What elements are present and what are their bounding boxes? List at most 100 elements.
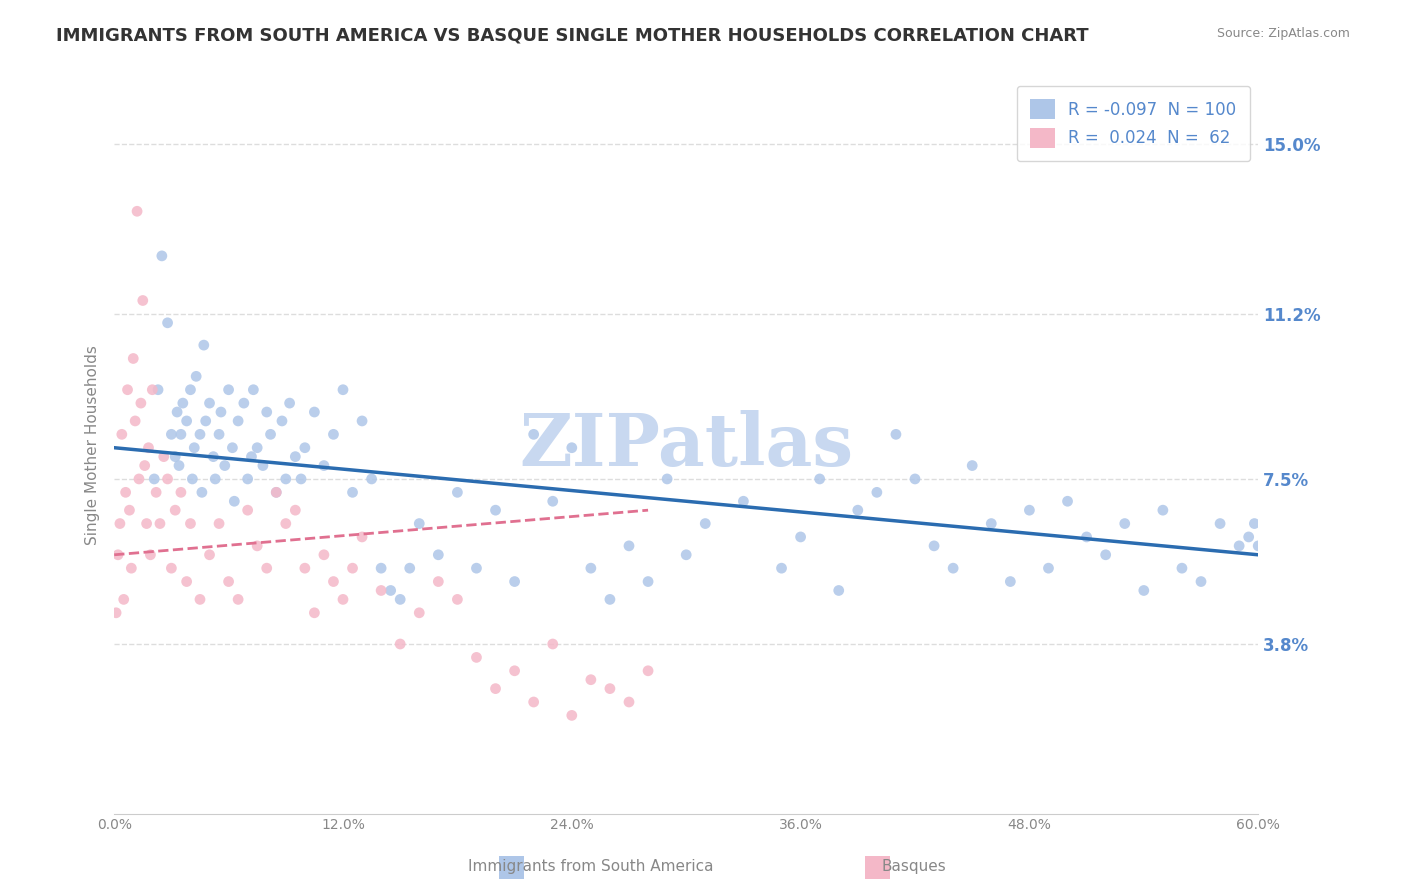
- Point: [733, 494, 755, 508]
- Point: [695, 516, 717, 531]
- Point: [446, 485, 468, 500]
- Point: [209, 405, 232, 419]
- Point: [322, 427, 344, 442]
- Point: [1114, 516, 1136, 531]
- Point: [117, 383, 139, 397]
- Point: [149, 516, 172, 531]
- Point: [637, 574, 659, 589]
- Point: [866, 485, 889, 500]
- Point: [389, 637, 412, 651]
- Point: [1171, 561, 1194, 575]
- Point: [143, 472, 166, 486]
- Point: [186, 369, 208, 384]
- Point: [160, 561, 183, 575]
- Point: [541, 494, 564, 508]
- Text: Basques: Basques: [882, 859, 946, 874]
- Point: [1227, 539, 1250, 553]
- Point: [246, 441, 269, 455]
- Point: [408, 606, 430, 620]
- Point: [465, 561, 488, 575]
- Point: [1076, 530, 1098, 544]
- Point: [523, 427, 546, 442]
- Point: [675, 548, 697, 562]
- Point: [1018, 503, 1040, 517]
- Point: [408, 516, 430, 531]
- Point: [274, 516, 297, 531]
- Point: [218, 383, 240, 397]
- Point: [128, 472, 150, 486]
- Point: [156, 316, 179, 330]
- Point: [138, 441, 160, 455]
- Point: [1189, 574, 1212, 589]
- Point: [124, 414, 146, 428]
- Point: [312, 458, 335, 473]
- Point: [125, 204, 148, 219]
- Point: [156, 472, 179, 486]
- Point: [1243, 516, 1265, 531]
- Point: [105, 606, 128, 620]
- Text: Source: ZipAtlas.com: Source: ZipAtlas.com: [1216, 27, 1350, 40]
- Point: [226, 414, 249, 428]
- Point: [246, 539, 269, 553]
- Point: [294, 441, 316, 455]
- Point: [960, 458, 983, 473]
- Text: Immigrants from South America: Immigrants from South America: [468, 859, 713, 874]
- Point: [304, 405, 326, 419]
- Point: [152, 450, 174, 464]
- Point: [224, 494, 246, 508]
- Point: [1247, 539, 1270, 553]
- Point: [264, 485, 287, 500]
- Point: [108, 516, 131, 531]
- Point: [579, 561, 602, 575]
- Point: [294, 561, 316, 575]
- Point: [312, 548, 335, 562]
- Point: [204, 472, 226, 486]
- Point: [118, 503, 141, 517]
- Point: [194, 414, 217, 428]
- Point: [427, 548, 450, 562]
- Y-axis label: Single Mother Households: Single Mother Households: [86, 345, 100, 545]
- Point: [1209, 516, 1232, 531]
- Point: [274, 472, 297, 486]
- Point: [617, 539, 640, 553]
- Point: [193, 338, 215, 352]
- Point: [214, 458, 236, 473]
- Point: [134, 458, 156, 473]
- Point: [198, 396, 221, 410]
- Point: [342, 485, 364, 500]
- Point: [284, 450, 307, 464]
- Point: [242, 383, 264, 397]
- Point: [465, 650, 488, 665]
- Point: [922, 539, 945, 553]
- Point: [252, 458, 274, 473]
- Point: [183, 441, 205, 455]
- Point: [165, 503, 187, 517]
- Point: [332, 383, 354, 397]
- Point: [617, 695, 640, 709]
- Point: [202, 450, 225, 464]
- Point: [561, 708, 583, 723]
- Point: [141, 383, 163, 397]
- Point: [290, 472, 312, 486]
- Point: [259, 427, 281, 442]
- Point: [446, 592, 468, 607]
- Point: [172, 396, 194, 410]
- Point: [236, 472, 259, 486]
- Point: [789, 530, 811, 544]
- Point: [503, 574, 526, 589]
- Point: [167, 458, 190, 473]
- Point: [770, 561, 793, 575]
- Point: [942, 561, 965, 575]
- Legend: R = -0.097  N = 100, R =  0.024  N =  62: R = -0.097 N = 100, R = 0.024 N = 62: [1017, 86, 1250, 161]
- Point: [232, 396, 254, 410]
- Point: [264, 485, 287, 500]
- Point: [1038, 561, 1060, 575]
- Point: [165, 450, 187, 464]
- Point: [561, 441, 583, 455]
- Point: [1237, 530, 1260, 544]
- Point: [352, 414, 374, 428]
- Point: [146, 383, 169, 397]
- Point: [342, 561, 364, 575]
- Point: [179, 516, 201, 531]
- Point: [484, 681, 506, 696]
